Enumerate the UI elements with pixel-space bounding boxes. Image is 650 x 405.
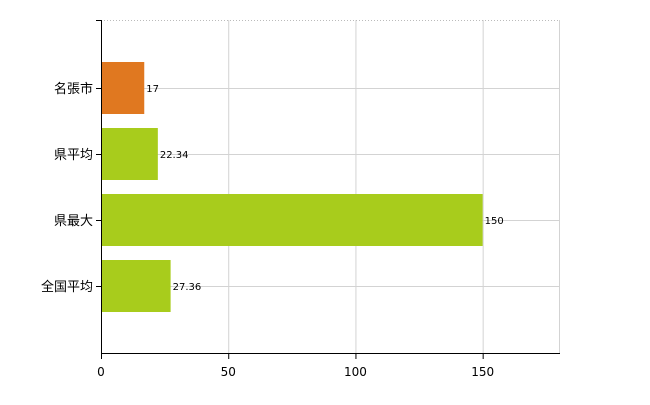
gridlines (101, 20, 560, 353)
x-tick-label: 100 (344, 365, 367, 379)
x-tick-label: 50 (221, 365, 236, 379)
bar (101, 260, 171, 312)
category-label: 県平均 (54, 148, 93, 163)
category-label: 名張市 (54, 81, 93, 97)
x-tick-label: 150 (471, 365, 494, 379)
bar (101, 128, 158, 180)
bar (101, 194, 483, 246)
data-label: 150 (485, 216, 504, 227)
data-label: 17 (146, 84, 159, 95)
bars (101, 62, 483, 312)
x-tick-label: 0 (97, 365, 105, 379)
category-label: 全国平均 (41, 279, 93, 295)
category-label: 県最大 (54, 214, 93, 229)
data-label: 27.36 (173, 282, 202, 293)
data-label: 22.34 (160, 150, 189, 161)
axes (96, 20, 560, 359)
bar (101, 62, 145, 114)
